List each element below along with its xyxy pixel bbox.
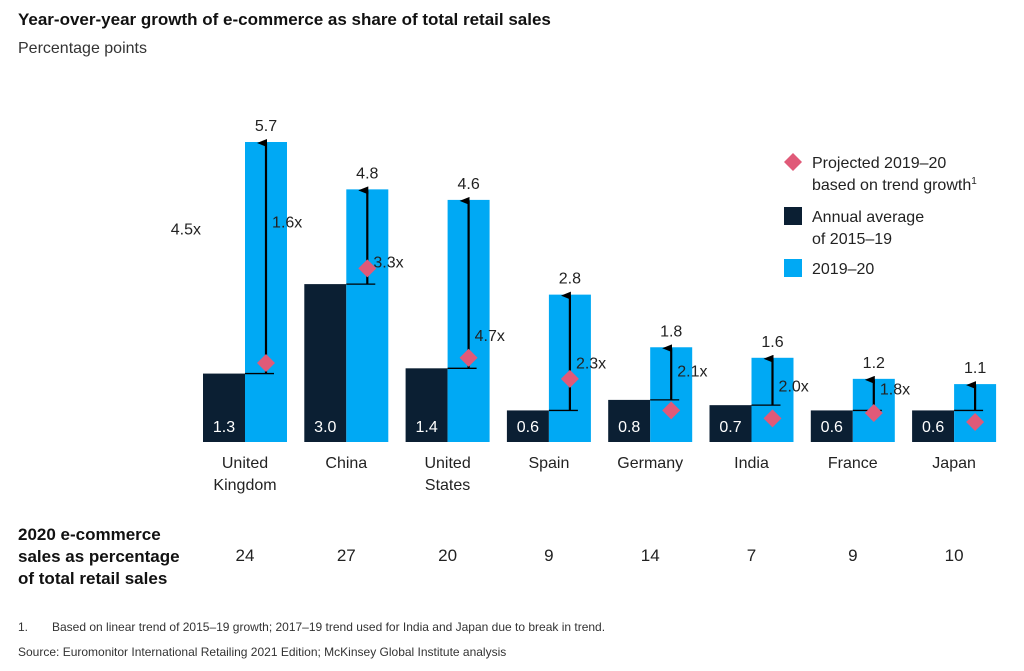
growth-multiplier-label: 2.1x <box>677 364 707 381</box>
projected-marker <box>560 369 579 388</box>
avg-bar-label: 1.4 <box>415 419 437 436</box>
projected-marker <box>966 413 985 431</box>
recent-bar-label: 1.6 <box>761 334 783 351</box>
avg-bar <box>506 410 549 442</box>
recent-bar-label: 4.6 <box>457 176 479 193</box>
recent-bar-label: 5.7 <box>255 118 277 135</box>
share-value: 10 <box>945 546 964 565</box>
recent-bar-label: 1.1 <box>964 360 986 377</box>
share-value: 9 <box>544 546 553 565</box>
category-label: United States <box>424 455 470 494</box>
chart-subtitle: Percentage points <box>18 40 147 57</box>
share-value: 27 <box>337 546 356 565</box>
projected-marker <box>763 409 782 428</box>
growth-multiplier-label: 4.5x <box>171 222 201 239</box>
recent-bar-label: 1.2 <box>863 355 885 372</box>
category-label: China <box>325 455 367 472</box>
avg-bar <box>810 410 853 442</box>
avg-bar-label: 3.0 <box>314 419 336 436</box>
projected-marker <box>358 259 377 278</box>
avg-bar <box>912 410 955 442</box>
avg-bar <box>304 284 347 442</box>
share-value: 7 <box>747 546 756 565</box>
category-label: Japan <box>932 455 976 472</box>
share-value: 14 <box>641 546 660 565</box>
recent-bar-label: 4.8 <box>356 165 378 182</box>
share-value: 9 <box>848 546 857 565</box>
projected-marker <box>864 404 883 423</box>
footnote: 1. Based on linear trend of 2015–19 growt… <box>18 620 605 634</box>
growth-multiplier-label: 2.0x <box>779 378 809 395</box>
footnote-text: Based on linear trend of 2015–19 growth;… <box>52 620 606 634</box>
share-value: 24 <box>236 546 255 565</box>
legend-recent-label: 2019–20 <box>812 261 874 278</box>
avg-bar <box>203 373 245 442</box>
footnote-number: 1. <box>18 620 29 634</box>
growth-multiplier-label: 1.8x <box>880 382 910 399</box>
legend-avg-swatch <box>784 207 802 225</box>
legend-projected-label: Projected 2019–20 based on trend growth1 <box>812 155 977 194</box>
growth-multiplier-label: 4.7x <box>475 328 505 345</box>
source-note: Source: Euromonitor International Retail… <box>18 645 507 659</box>
category-label: Spain <box>528 455 569 472</box>
growth-multiplier-label: 1.6x <box>272 214 302 231</box>
avg-bar-label: 1.3 <box>213 419 235 436</box>
recent-bar-label: 2.8 <box>559 271 581 288</box>
avg-bar-label: 0.6 <box>922 419 944 436</box>
legend-recent-swatch <box>784 259 802 277</box>
category-label: France <box>828 455 878 472</box>
growth-multiplier-label: 2.3x <box>576 355 606 372</box>
avg-bar-label: 0.8 <box>618 419 640 436</box>
legend-projected-icon <box>784 153 802 171</box>
category-label: Germany <box>617 455 683 472</box>
category-label: United Kingdom <box>213 455 276 494</box>
share-row-label: 2020 e-commerce sales as percentage of t… <box>18 525 180 588</box>
share-value: 20 <box>438 546 457 565</box>
avg-bar <box>608 399 651 442</box>
chart-title: Year-over-year growth of e-commerce as s… <box>18 10 551 29</box>
avg-bar <box>709 405 752 442</box>
recent-bar-label: 1.8 <box>660 323 682 340</box>
projected-marker <box>257 354 275 373</box>
avg-bar-label: 0.6 <box>517 419 539 436</box>
avg-bar-label: 0.7 <box>719 419 741 436</box>
avg-bar <box>405 368 448 442</box>
projected-marker <box>459 348 478 367</box>
projected-marker <box>662 401 681 420</box>
growth-multiplier-label: 3.3x <box>373 254 403 271</box>
category-label: India <box>734 455 769 472</box>
legend-avg-label: Annual average of 2015–19 <box>812 209 924 248</box>
avg-bar-label: 0.6 <box>821 419 843 436</box>
